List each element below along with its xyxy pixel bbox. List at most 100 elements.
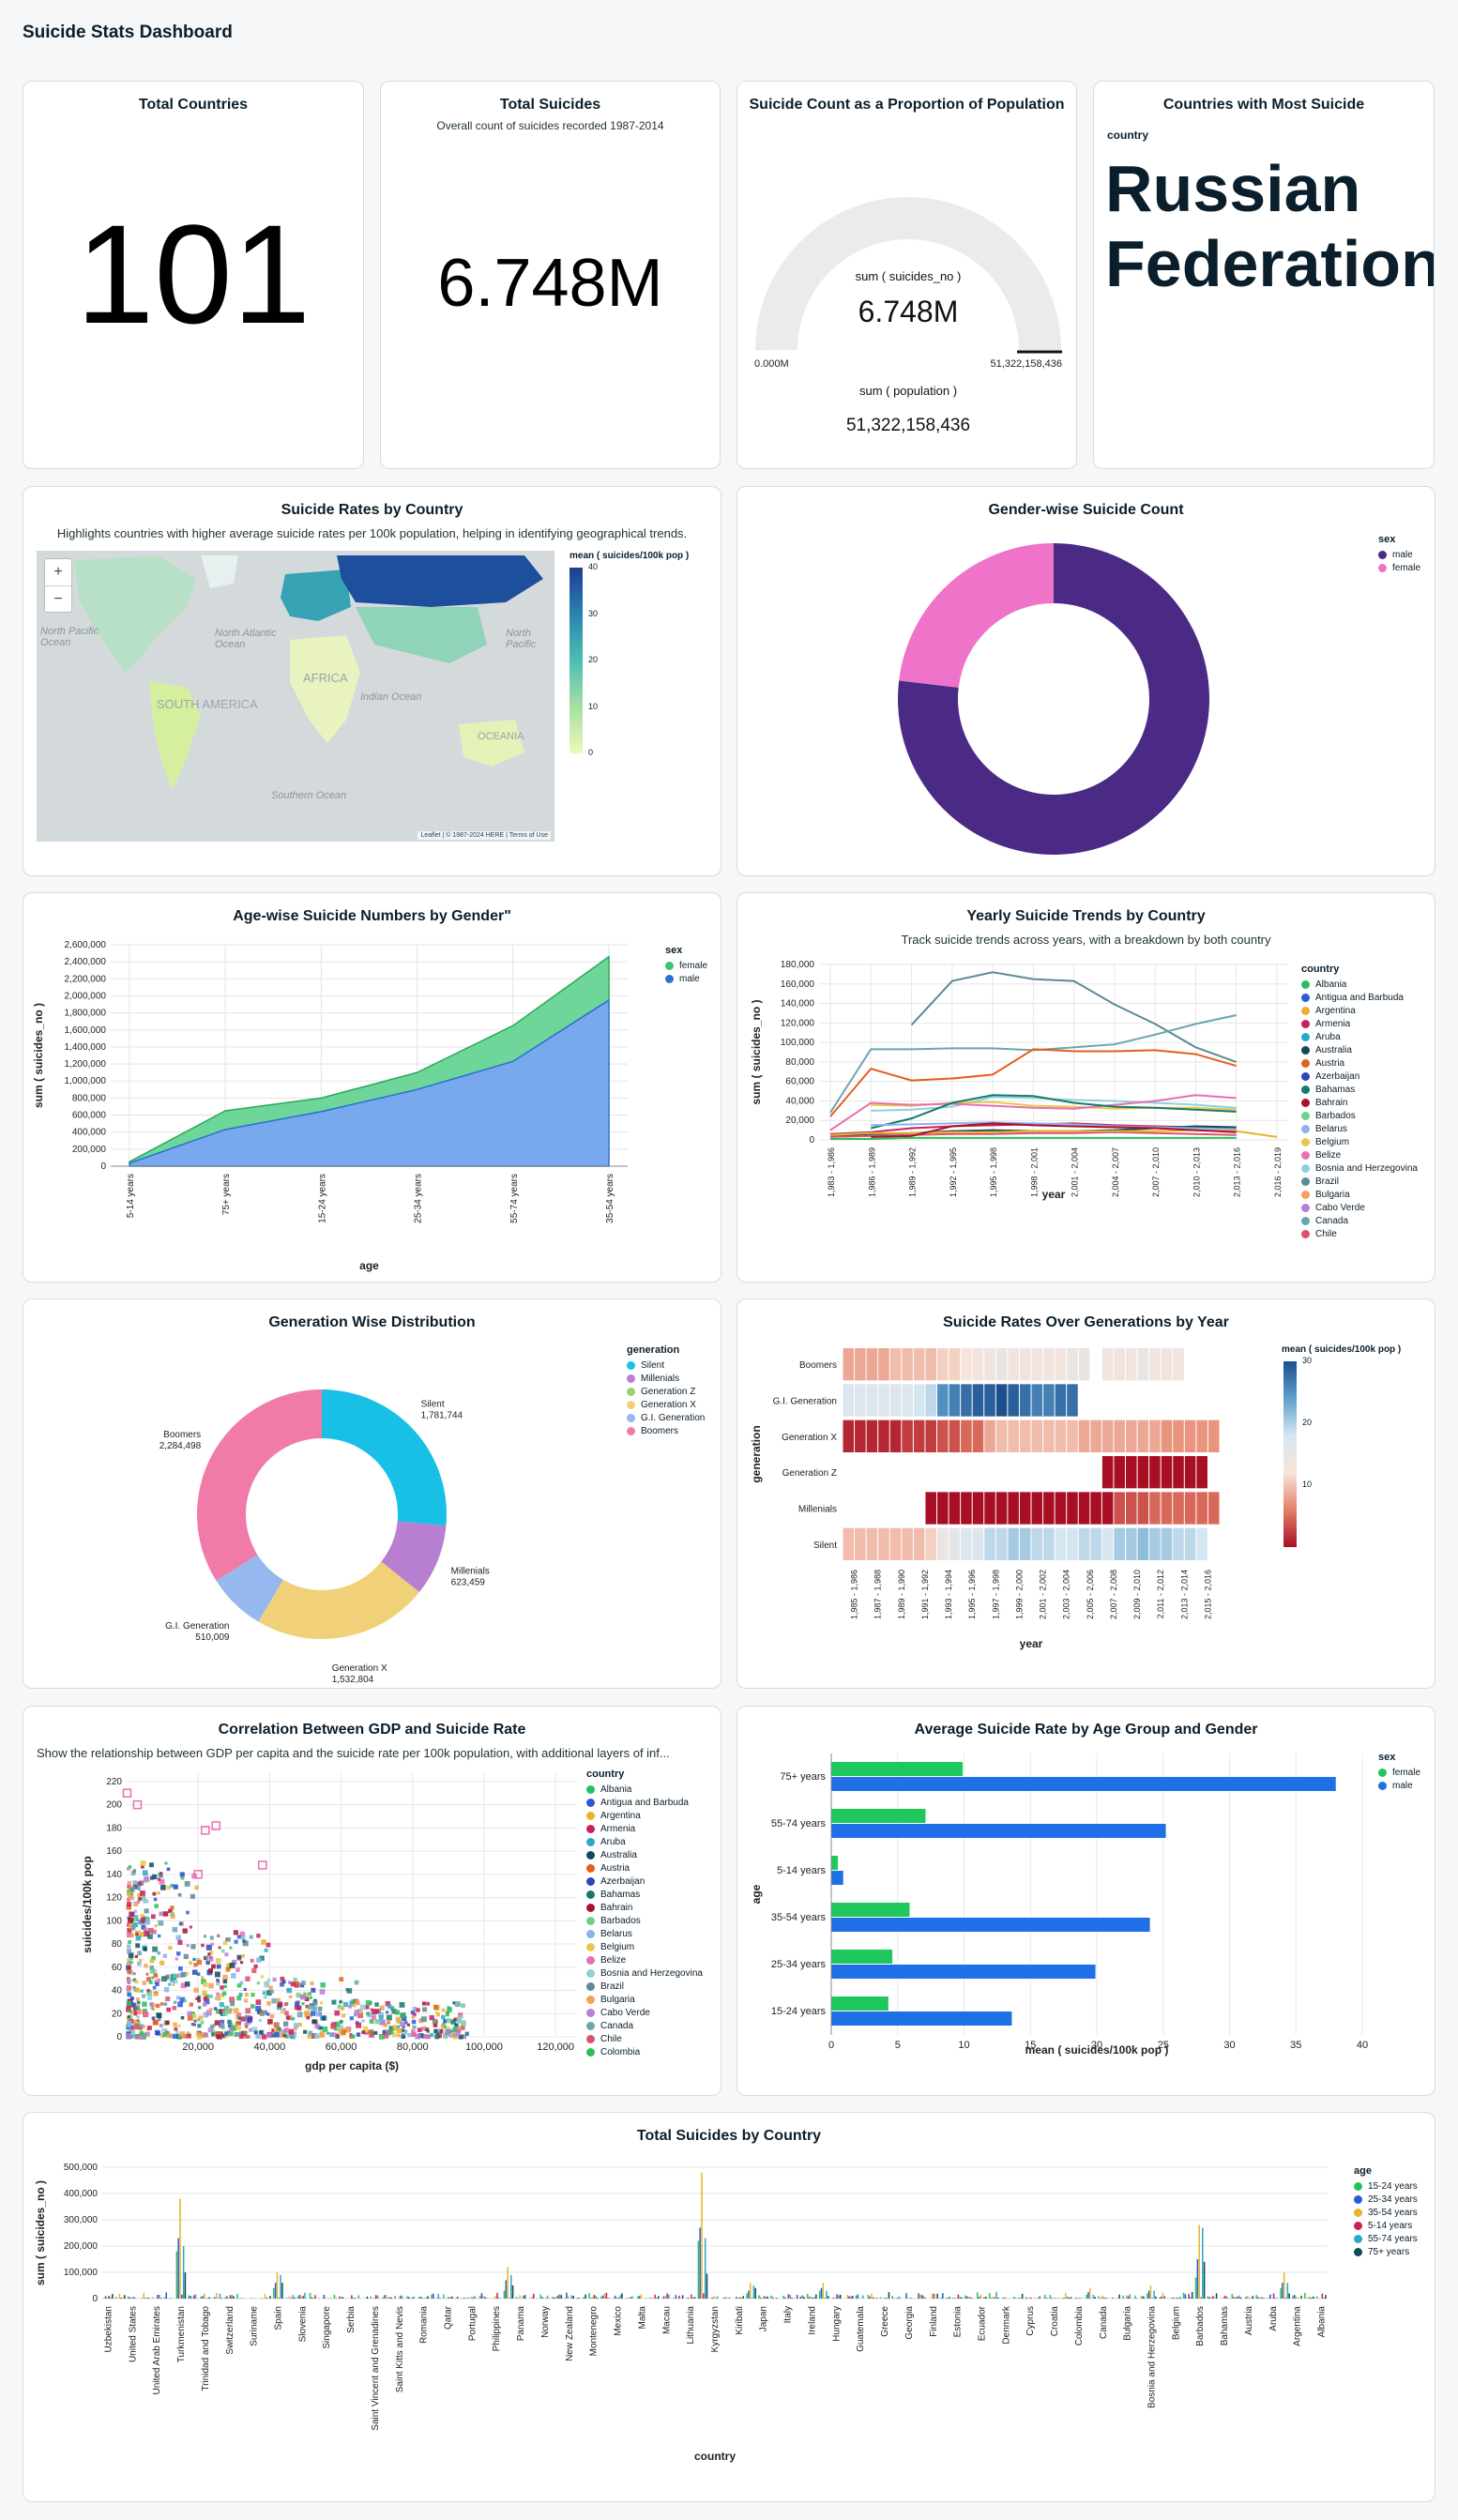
legend-label: Australia — [1315, 1044, 1352, 1055]
legend-item[interactable]: Cabo Verde — [586, 2006, 703, 2019]
legend-item[interactable]: Argentina — [586, 1809, 703, 1822]
legend-item[interactable]: 55-74 years — [1354, 2232, 1418, 2245]
legend-item[interactable]: Bulgaria — [1301, 1188, 1418, 1201]
legend-item[interactable]: 35-54 years — [1354, 2206, 1418, 2219]
legend-item[interactable]: Brazil — [1301, 1175, 1418, 1188]
map-attribution[interactable]: Leaflet | © 1987-2024 HERE | Terms of Us… — [418, 831, 551, 840]
legend-item[interactable]: Austria — [1301, 1056, 1418, 1070]
legend-item[interactable]: 5-14 years — [1354, 2219, 1418, 2232]
legend-item[interactable]: Bahrain — [1301, 1096, 1418, 1109]
scatter-point — [208, 2007, 213, 2011]
legend-item[interactable]: Australia — [1301, 1043, 1418, 1056]
legend-item[interactable]: 25-34 years — [1354, 2193, 1418, 2206]
legend-item[interactable]: Brazil — [586, 1980, 703, 1993]
legend-item[interactable]: Albania — [1301, 978, 1418, 991]
legend-item[interactable]: Argentina — [1301, 1004, 1418, 1017]
scatter-point — [175, 1996, 180, 2000]
scatter-point — [132, 1799, 143, 1810]
country-bar — [593, 2294, 596, 2299]
generation-donut-card: Generation Wise Distribution Silent 1,781… — [23, 1298, 721, 1689]
legend-item[interactable]: female — [1378, 561, 1420, 574]
legend-item[interactable]: Cabo Verde — [1301, 1201, 1418, 1214]
legend-item[interactable]: Belarus — [586, 1927, 703, 1940]
legend-item[interactable]: 75+ years — [1354, 2245, 1418, 2258]
legend-item[interactable]: 15-24 years — [1354, 2179, 1418, 2193]
scatter-point — [184, 1981, 190, 1987]
scatter-point — [177, 2001, 183, 2008]
tick-label: 1,999 - 2,000 — [1014, 1570, 1024, 1619]
legend-item[interactable]: male — [1378, 548, 1420, 561]
heatmap-cell — [1019, 1348, 1031, 1381]
legend-item[interactable]: Colombia — [586, 2045, 703, 2058]
scatter-point — [454, 2023, 459, 2027]
legend-item[interactable]: Silent — [627, 1359, 705, 1372]
legend-item[interactable]: Azerbaijan — [1301, 1070, 1418, 1083]
legend-item[interactable]: Antigua and Barbuda — [1301, 991, 1418, 1004]
map-shapes — [74, 555, 543, 790]
zoom-in-button[interactable]: + — [53, 564, 63, 580]
heatmap-cell — [1031, 1348, 1043, 1381]
legend-item[interactable]: Bahamas — [586, 1888, 703, 1901]
tick-label: 180,000 — [781, 960, 815, 970]
scatter-point — [256, 1981, 261, 1985]
legend-item[interactable]: Aruba — [586, 1835, 703, 1848]
legend-item[interactable]: G.I. Generation — [627, 1411, 705, 1424]
legend-item[interactable]: Armenia — [1301, 1017, 1418, 1030]
legend-item[interactable]: Belarus — [1301, 1122, 1418, 1135]
legend-item[interactable]: Austria — [586, 1861, 703, 1875]
world-map[interactable]: + − North Pacific Ocean North Atlantic O… — [37, 551, 554, 842]
country-bar — [1307, 2296, 1310, 2299]
legend-item[interactable]: Bosnia and Herzegovina — [586, 1966, 703, 1980]
legend-item[interactable]: Chile — [586, 2032, 703, 2045]
legend-item[interactable]: Belgium — [1301, 1135, 1418, 1148]
legend-item[interactable]: Australia — [586, 1848, 703, 1861]
legend-label: Antigua and Barbuda — [600, 1797, 689, 1808]
legend-item[interactable]: Canada — [1301, 1214, 1418, 1227]
legend-item[interactable]: Aruba — [1301, 1030, 1418, 1043]
legend-item[interactable]: Belize — [1301, 1148, 1418, 1161]
legend-item[interactable]: Generation Z — [627, 1385, 705, 1398]
legend-item[interactable]: Millenials — [627, 1372, 705, 1385]
legend-item[interactable]: Barbados — [1301, 1109, 1418, 1122]
heatmap-cell — [961, 1492, 972, 1525]
scatter-point — [159, 1878, 165, 1885]
country-bar — [775, 2298, 778, 2299]
legend-item[interactable]: Chile — [1301, 1227, 1418, 1240]
legend-item[interactable]: female — [665, 959, 707, 972]
scatter-point — [453, 2024, 460, 2029]
legend-swatch — [586, 1837, 595, 1846]
legend-item[interactable]: Bosnia and Herzegovina — [1301, 1161, 1418, 1175]
country-bar — [194, 2294, 197, 2299]
legend-item[interactable]: Generation X — [627, 1398, 705, 1411]
scatter-point — [411, 2031, 417, 2037]
scatter-point — [286, 1988, 290, 1992]
legend-item[interactable]: Bulgaria — [586, 1993, 703, 2006]
tick-label: 600,000 — [72, 1111, 107, 1121]
legend-item[interactable]: male — [665, 972, 707, 985]
legend-item[interactable]: Azerbaijan — [586, 1875, 703, 1888]
scatter-point — [207, 2027, 213, 2033]
legend-item[interactable]: Barbados — [586, 1914, 703, 1927]
zoom-out-button[interactable]: − — [45, 585, 71, 612]
legend-item[interactable]: Canada — [586, 2019, 703, 2032]
legend-item[interactable]: Boomers — [627, 1424, 705, 1437]
legend-item[interactable]: female — [1378, 1766, 1420, 1779]
country-bar — [940, 2297, 942, 2299]
legend-item[interactable]: Armenia — [586, 1822, 703, 1835]
heatmap-cell — [1137, 1492, 1149, 1525]
heatmap-cell — [925, 1384, 936, 1417]
legend-item[interactable]: Bahrain — [586, 1901, 703, 1914]
tick-label: 1,995 - 1,996 — [967, 1570, 977, 1619]
tick-label: Mexico — [614, 2306, 624, 2336]
legend-item[interactable]: male — [1378, 1779, 1420, 1792]
scatter-point — [241, 1954, 245, 1958]
legend-label: Antigua and Barbuda — [1315, 992, 1404, 1003]
legend-item[interactable]: Antigua and Barbuda — [586, 1796, 703, 1809]
legend-item[interactable]: Belize — [586, 1953, 703, 1966]
heatmap-cell — [1207, 1492, 1220, 1525]
legend-item[interactable]: Albania — [586, 1783, 703, 1796]
scatter-point — [249, 2027, 252, 2032]
country-bar — [742, 2296, 745, 2299]
legend-item[interactable]: Belgium — [586, 1940, 703, 1953]
legend-item[interactable]: Bahamas — [1301, 1083, 1418, 1096]
